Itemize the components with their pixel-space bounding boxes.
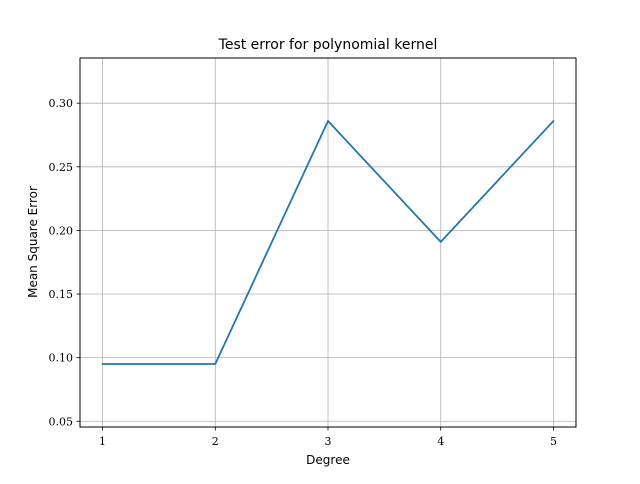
data-point xyxy=(101,363,104,365)
x-tick-label: 2 xyxy=(212,435,219,448)
y-tick-label: 0.20 xyxy=(49,224,74,237)
data-point xyxy=(327,120,329,122)
y-tick-label: 0.10 xyxy=(49,352,74,365)
x-tick-label: 5 xyxy=(550,435,557,448)
y-tick-label: 0.05 xyxy=(49,415,74,428)
x-axis-label: Degree xyxy=(306,453,350,467)
x-tick-label: 4 xyxy=(437,435,444,448)
data-point xyxy=(552,120,555,122)
tick-labels: 1 2 3 4 5 0.05 0.10 0.15 0.20 0.25 0.30 xyxy=(49,97,557,448)
y-axis-label: Mean Square Error xyxy=(26,186,40,298)
y-tick-label: 0.15 xyxy=(49,288,74,301)
series-layer xyxy=(101,120,555,365)
y-tick-label: 0.30 xyxy=(49,97,74,110)
y-tick-label: 0.25 xyxy=(49,161,74,174)
grid-lines xyxy=(80,58,576,427)
data-point xyxy=(214,363,217,365)
x-tick-label: 3 xyxy=(325,435,332,448)
data-point xyxy=(439,240,442,243)
x-tick-label: 1 xyxy=(99,435,106,448)
chart-title: Test error for polynomial kernel xyxy=(218,37,438,53)
tick-marks xyxy=(76,102,554,431)
